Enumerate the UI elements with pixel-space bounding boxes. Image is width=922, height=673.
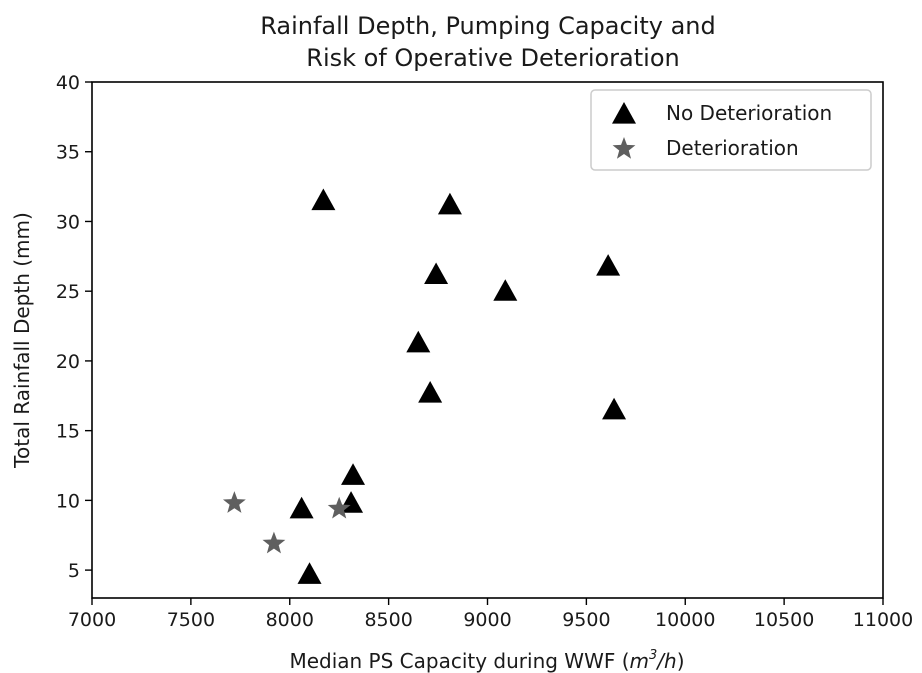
chart-title-line-1: Rainfall Depth, Pumping Capacity and — [260, 12, 716, 40]
y-tick-label: 20 — [56, 351, 80, 373]
no-deterioration-point — [406, 330, 431, 353]
x-tick-label: 9500 — [562, 609, 610, 631]
y-tick-label: 30 — [56, 211, 80, 233]
no-deterioration-point — [493, 279, 518, 301]
y-tick-label: 25 — [56, 281, 80, 303]
no-deterioration-point — [297, 562, 322, 584]
no-deterioration-point — [602, 397, 627, 420]
legend-frame — [590, 89, 872, 171]
y-axis-label: Total Rainfall Depth (mm) — [10, 212, 34, 469]
axis-ticks: 7000 7500 8000 8500 9000 9500 10000 10500 11000 5… — [56, 72, 913, 631]
x-tick-label: 8000 — [266, 609, 314, 631]
x-tick-label: 10000 — [655, 609, 715, 631]
x-tick-label: 11000 — [853, 609, 913, 631]
series-triangle — [289, 188, 627, 584]
x-tick-label: 7500 — [167, 609, 215, 631]
chart-title-line-2: Risk of Operative Deterioration — [306, 44, 679, 72]
x-axis-label: Median PS Capacity during WWF (m3/h) — [289, 648, 684, 673]
y-tick-label: 35 — [56, 142, 80, 164]
series-star — [222, 491, 351, 554]
x-tick-label: 10500 — [754, 609, 814, 631]
legend-marker-triangle — [612, 102, 636, 124]
x-tick-label: 8500 — [364, 609, 412, 631]
y-tick-label: 5 — [68, 560, 80, 582]
deterioration-point — [262, 531, 286, 554]
deterioration-point — [222, 491, 246, 513]
no-deterioration-point — [289, 496, 314, 519]
no-deterioration-point — [437, 192, 462, 215]
x-tick-label: 7000 — [68, 609, 116, 631]
no-deterioration-point — [418, 380, 443, 403]
y-tick-label: 15 — [56, 421, 80, 443]
plot-frame — [91, 81, 884, 599]
legend-marker-star — [612, 137, 636, 159]
deterioration-point — [327, 496, 351, 519]
plot-area — [222, 188, 627, 584]
no-deterioration-point — [341, 463, 366, 485]
legend-label: No Deterioration — [666, 101, 832, 125]
legend-label: Deterioration — [666, 136, 799, 160]
no-deterioration-point — [424, 262, 449, 285]
y-tick-label: 10 — [56, 490, 80, 512]
x-tick-label: 9000 — [463, 609, 511, 631]
legend: No Deterioration Deterioration — [590, 89, 872, 171]
y-tick-label: 40 — [56, 72, 80, 94]
no-deterioration-point — [311, 188, 336, 211]
no-deterioration-point — [596, 254, 621, 276]
